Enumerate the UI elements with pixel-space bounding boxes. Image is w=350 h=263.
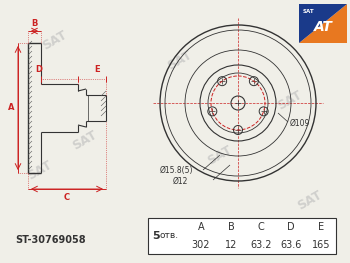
Text: Ø12: Ø12 bbox=[173, 176, 188, 185]
Text: SAT: SAT bbox=[70, 128, 100, 152]
Text: E: E bbox=[94, 65, 100, 74]
Text: Ø15.8(5): Ø15.8(5) bbox=[160, 166, 194, 175]
Text: отв.: отв. bbox=[160, 231, 179, 240]
Text: 165: 165 bbox=[312, 240, 330, 250]
Text: ST-30769058: ST-30769058 bbox=[15, 235, 86, 245]
Text: D: D bbox=[35, 65, 42, 74]
Text: A: A bbox=[7, 104, 14, 113]
Text: AT: AT bbox=[314, 20, 333, 34]
Text: C: C bbox=[258, 222, 264, 232]
Text: SAT: SAT bbox=[295, 188, 324, 212]
Text: 63.6: 63.6 bbox=[280, 240, 302, 250]
Polygon shape bbox=[299, 4, 346, 43]
Text: 302: 302 bbox=[192, 240, 210, 250]
Polygon shape bbox=[299, 4, 346, 43]
Text: A: A bbox=[198, 222, 204, 232]
Text: SAT: SAT bbox=[303, 9, 315, 14]
Text: SAT: SAT bbox=[166, 48, 195, 72]
Text: SAT: SAT bbox=[40, 28, 70, 52]
Text: B: B bbox=[31, 19, 38, 28]
Text: 5: 5 bbox=[152, 231, 160, 241]
Text: D: D bbox=[287, 222, 295, 232]
Text: SAT: SAT bbox=[205, 143, 234, 167]
Text: 12: 12 bbox=[225, 240, 237, 250]
Text: E: E bbox=[318, 222, 324, 232]
Text: 63.2: 63.2 bbox=[250, 240, 272, 250]
Text: B: B bbox=[228, 222, 234, 232]
Text: SAT: SAT bbox=[26, 158, 55, 182]
Bar bbox=[148, 218, 336, 254]
Text: C: C bbox=[64, 193, 70, 202]
Text: SAT: SAT bbox=[275, 88, 304, 112]
Text: Ø109: Ø109 bbox=[290, 119, 310, 128]
